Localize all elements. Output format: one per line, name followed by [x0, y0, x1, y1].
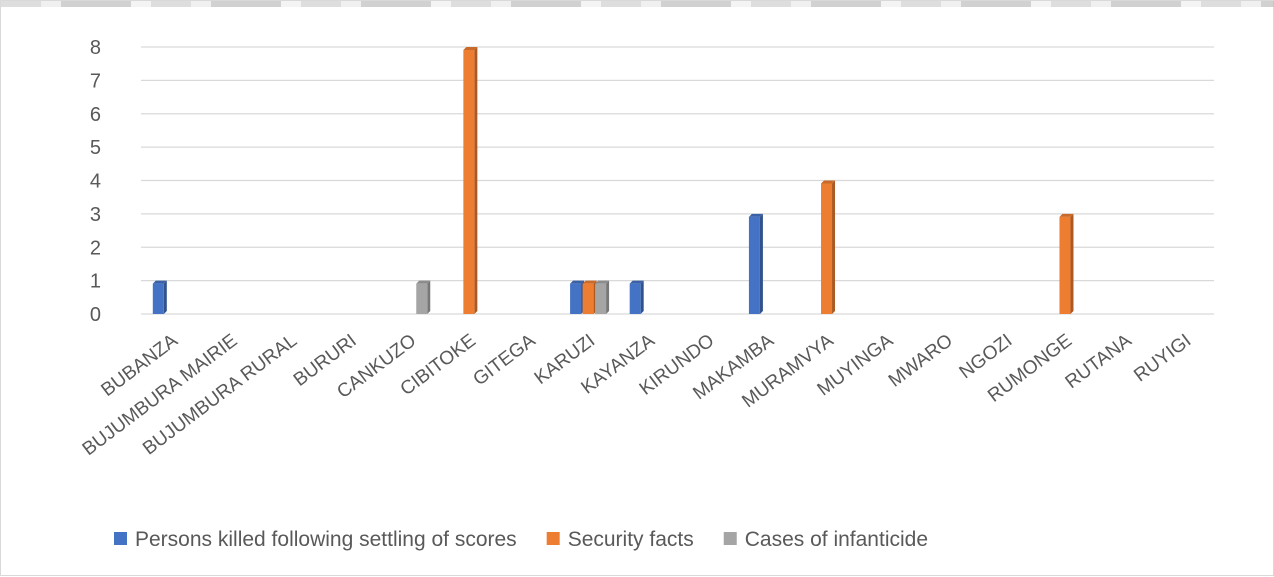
bar-top	[595, 280, 610, 284]
y-tick-label: 5	[90, 137, 101, 159]
legend-swatch	[114, 532, 127, 545]
bar-top	[570, 280, 585, 284]
bar-side	[163, 280, 167, 314]
gridlines	[141, 46, 1214, 315]
legend-label: Security facts	[568, 528, 694, 551]
bar	[416, 280, 431, 314]
bar-top	[416, 280, 431, 284]
legend-item: Cases of infanticide	[723, 528, 928, 551]
y-tick-label: 6	[90, 104, 101, 126]
bar-front	[595, 283, 607, 314]
y-tick-label: 8	[90, 37, 101, 59]
bar-side	[427, 280, 431, 314]
bar-front	[821, 183, 833, 314]
bar-front	[570, 283, 582, 314]
legend-item: Persons killed following settling of sco…	[114, 528, 517, 551]
y-tick-label: 2	[90, 237, 101, 259]
bar-top	[152, 280, 167, 284]
legend: Persons killed following settling of sco…	[114, 528, 928, 551]
legend-item: Security facts	[546, 528, 694, 551]
bar	[1059, 213, 1074, 314]
legend-label: Persons killed following settling of sco…	[135, 528, 517, 551]
y-tick-label: 7	[90, 70, 101, 92]
bar-front	[748, 216, 760, 314]
x-category-label: RUTANA	[1062, 330, 1136, 393]
x-category-label: GITEGA	[470, 330, 540, 390]
bar	[582, 280, 597, 314]
y-tick-label: 4	[90, 171, 101, 193]
bar-side	[1070, 213, 1074, 314]
bar-top	[821, 180, 836, 184]
bar	[748, 213, 763, 314]
bar	[821, 180, 836, 314]
bar-front	[629, 283, 641, 314]
y-tick-label: 0	[90, 304, 101, 326]
legend-label: Cases of infanticide	[745, 528, 928, 551]
y-axis-ticks: 0 1 2 3 4 5 6 7 8	[90, 37, 101, 326]
bar-side	[640, 280, 644, 314]
bar-front	[416, 283, 428, 314]
bar-side	[474, 47, 478, 314]
x-category-label: MWARO	[885, 330, 957, 391]
bar-top	[748, 213, 763, 217]
legend-swatch	[723, 532, 737, 545]
bar-top	[582, 280, 597, 284]
bar	[463, 47, 478, 314]
bar-top	[463, 47, 478, 50]
bar	[629, 280, 644, 314]
bar-front	[463, 50, 475, 314]
bar-side	[759, 213, 763, 314]
bar-top	[629, 280, 644, 284]
cropped-caption-strip	[1, 1, 1274, 7]
bar-front	[152, 283, 164, 314]
bar	[595, 280, 610, 314]
bar-top	[1059, 213, 1074, 217]
bar-front	[582, 283, 594, 314]
bar-side	[832, 180, 836, 314]
bar-front	[1059, 216, 1071, 314]
bars	[152, 47, 1074, 314]
bar	[152, 280, 167, 314]
bar	[570, 280, 585, 314]
legend-swatch	[546, 532, 560, 545]
y-tick-label: 3	[90, 204, 101, 226]
bar-side	[606, 280, 610, 314]
y-tick-label: 1	[90, 271, 101, 293]
x-category-label: RUYIGI	[1130, 330, 1195, 386]
